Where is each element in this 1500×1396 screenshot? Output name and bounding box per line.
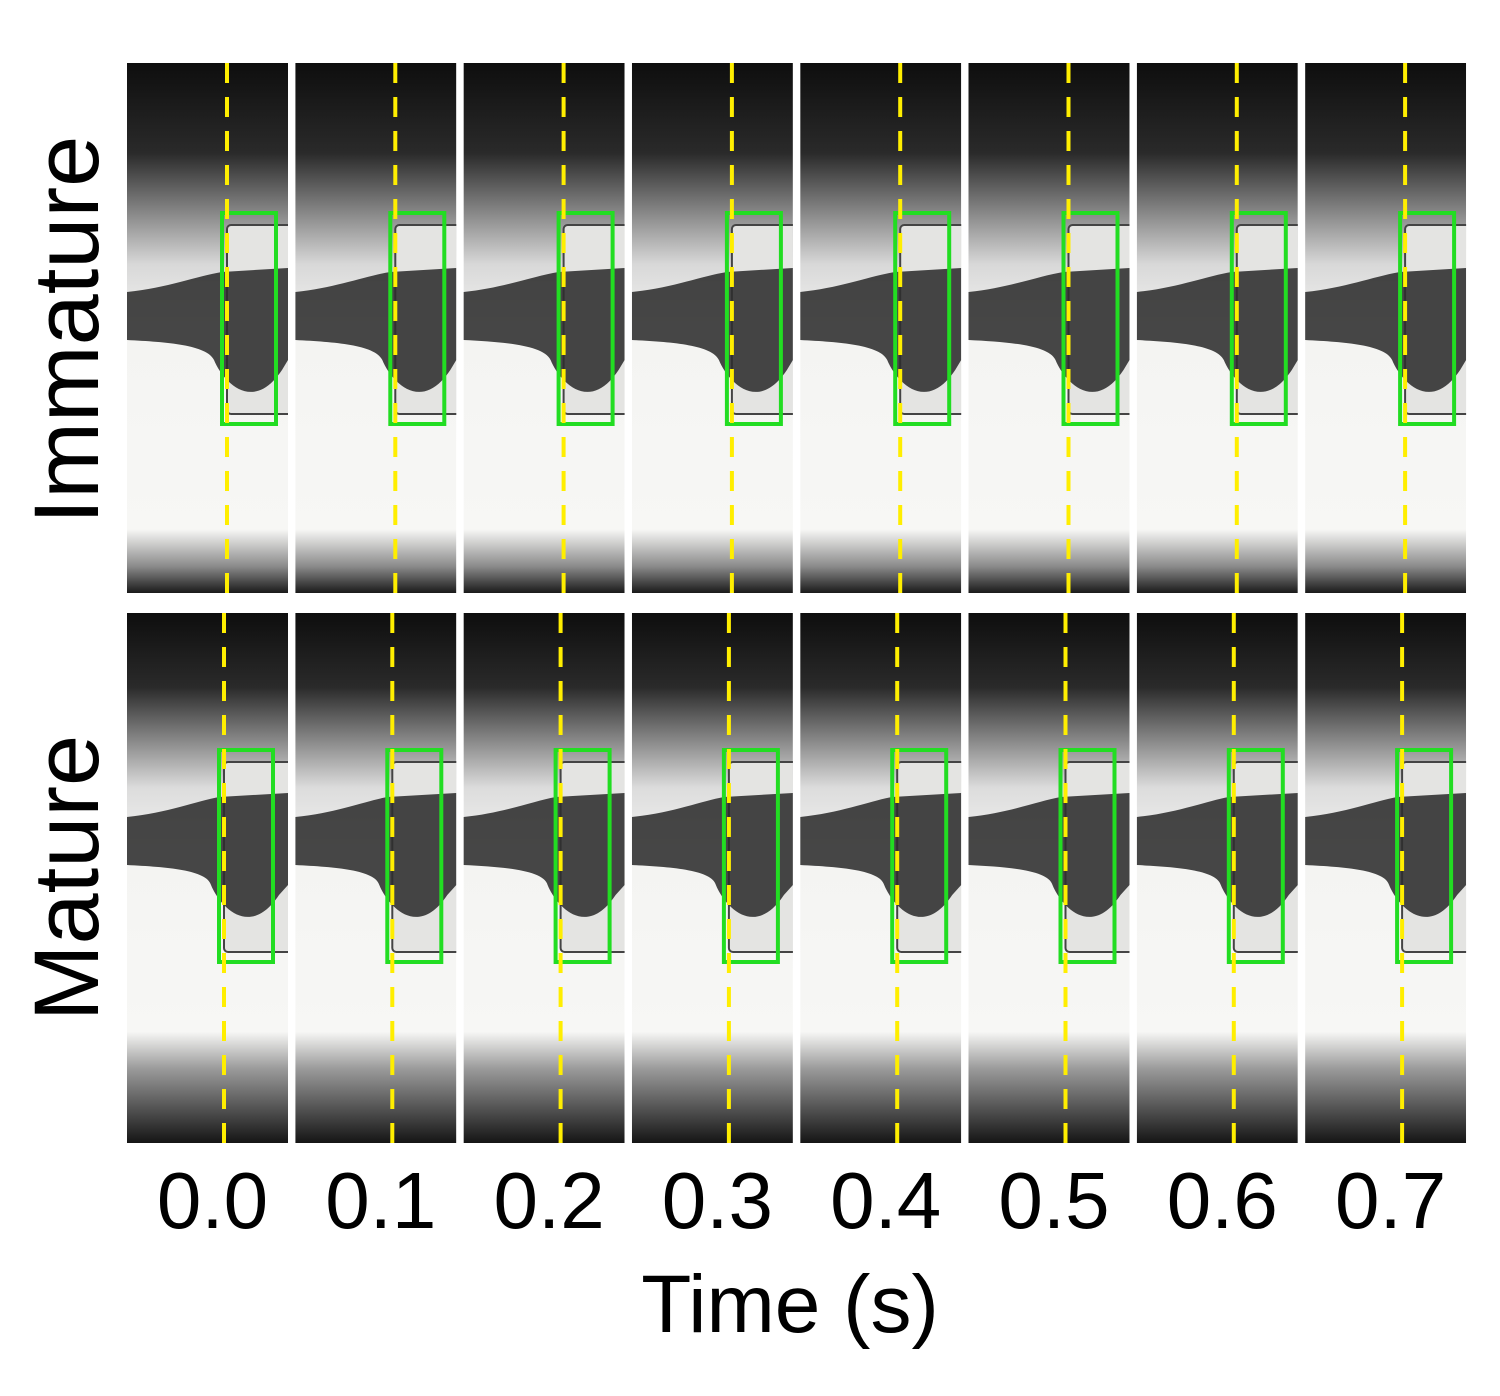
- time-label: 0.0: [157, 1156, 268, 1245]
- time-label: 0.2: [493, 1156, 604, 1245]
- x-axis-label: Time (s): [641, 1259, 939, 1350]
- cell-body: [127, 268, 288, 392]
- tracking-box: [721, 748, 780, 964]
- image-frame: [631, 613, 793, 1143]
- cell-body: [800, 793, 962, 917]
- time-label: 0.4: [830, 1156, 941, 1245]
- cell-body: [1305, 268, 1467, 392]
- time-label: 0.7: [1335, 1156, 1446, 1245]
- image-frame: [1136, 63, 1298, 593]
- tracking-box: [1061, 211, 1120, 426]
- cell-body: [463, 793, 625, 917]
- image-frame: [463, 613, 625, 1143]
- cell-body: [1305, 793, 1467, 917]
- tracking-box: [1398, 211, 1457, 426]
- cell-body: [631, 268, 793, 392]
- time-label: 0.1: [325, 1156, 436, 1245]
- tracking-box: [890, 748, 949, 964]
- time-label: 0.3: [662, 1156, 773, 1245]
- image-frame: [463, 63, 625, 593]
- image-frame: [127, 63, 288, 593]
- row-label: Mature: [16, 735, 118, 1021]
- image-frame: [295, 613, 457, 1143]
- tracking-box: [1226, 748, 1285, 964]
- tracking-box: [220, 211, 278, 426]
- cell-body: [968, 793, 1130, 917]
- time-label: 0.5: [998, 1156, 1109, 1245]
- image-frame: [295, 63, 457, 593]
- cell-body: [295, 793, 457, 917]
- cell-body: [968, 268, 1130, 392]
- tracking-box: [1058, 748, 1117, 964]
- time-label: 0.6: [1167, 1156, 1278, 1245]
- tracking-box: [556, 211, 615, 426]
- image-frame: [1305, 63, 1467, 593]
- tracking-box: [553, 748, 612, 964]
- image-frame: [1305, 613, 1467, 1143]
- image-frame: [1136, 613, 1298, 1143]
- tracking-box: [385, 748, 444, 964]
- image-frame: [800, 613, 962, 1143]
- image-frame: [968, 63, 1130, 593]
- image-frame: [127, 613, 288, 1143]
- cell-body: [295, 268, 457, 392]
- tracking-box: [724, 211, 783, 426]
- frames: [127, 63, 1467, 1143]
- cell-body: [800, 268, 962, 392]
- row-label: Immature: [16, 136, 118, 525]
- image-frame: [800, 63, 962, 593]
- cell-body: [1136, 268, 1298, 392]
- cell-body: [127, 793, 288, 917]
- tracking-box: [217, 748, 275, 964]
- cell-body: [1136, 793, 1298, 917]
- cell-body: [463, 268, 625, 392]
- tracking-box: [1395, 748, 1454, 964]
- tracking-box: [893, 211, 952, 426]
- image-frame: [631, 63, 793, 593]
- cell-body: [631, 793, 793, 917]
- image-frame: [968, 613, 1130, 1143]
- tracking-box: [1229, 211, 1288, 426]
- tracking-box: [388, 211, 447, 426]
